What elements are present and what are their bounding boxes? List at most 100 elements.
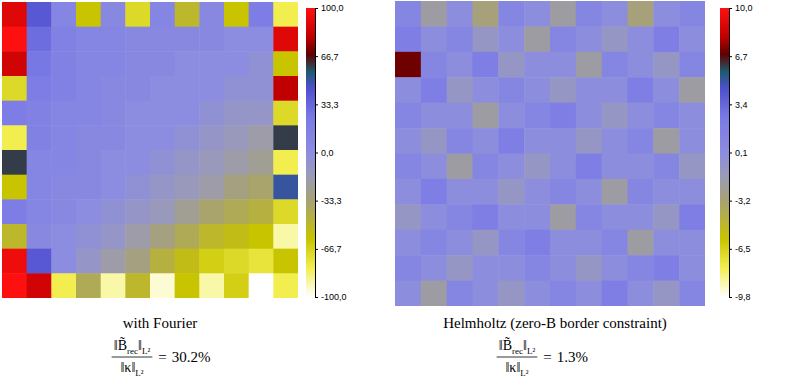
cell [421,103,447,129]
cell [628,281,654,306]
cell [395,77,421,103]
cell [224,150,249,175]
cell [679,1,705,27]
cell [2,273,27,298]
cell [27,2,52,27]
cell [51,2,76,27]
cell [679,179,705,205]
cell [27,199,52,224]
cell [273,224,298,249]
cell [150,101,175,126]
cell [473,26,499,52]
cell [447,179,473,205]
cell [524,128,550,154]
caption: with Fourier [123,315,198,331]
cell [199,150,224,175]
cell [76,27,101,52]
colorbar-tick: 6,7 [729,52,748,62]
cell [421,128,447,154]
cell [76,2,101,27]
colorbar-tick-label: -6,5 [735,244,751,254]
cell [125,273,150,298]
cell [498,1,524,27]
cell [150,273,175,298]
cell [498,255,524,281]
cell [101,76,126,101]
cell [101,101,126,126]
cell [602,103,628,129]
formula-text: ‖B̃rec‖L² [499,337,536,356]
cell [27,150,52,175]
formula-subscript: rec [127,346,138,356]
formula-part: ‖B̃ [499,337,512,353]
cell [498,128,524,154]
cell [76,101,101,126]
cell [150,199,175,224]
cell [175,224,200,249]
formula-text: ‖κ‖L² [505,360,528,378]
cell [199,199,224,224]
cell [175,273,200,298]
caption: Helmholtz (zero-B border constraint) [443,315,667,332]
colorbar [720,8,729,297]
cell [447,230,473,256]
colorbar-tick: 66,7 [315,51,339,61]
cell [447,77,473,103]
cell [76,224,101,249]
cell [653,179,679,205]
cell [395,230,421,256]
cell [150,150,175,175]
colorbar-tick: 3,4 [729,100,748,110]
cell [498,230,524,256]
cell [51,175,76,200]
cell [76,51,101,76]
cell [249,150,274,175]
colorbar-tick-mark [315,249,318,250]
panel: 100,066,733,30,0-33,3-66,7-100,0with Fou… [2,2,347,378]
cell [550,281,576,306]
cell [2,125,27,150]
cell [524,77,550,103]
cell [101,175,126,200]
cell [249,2,274,27]
cell [602,281,628,306]
cell [602,154,628,180]
colorbar-tick-label: -9,8 [735,292,751,302]
cell [679,255,705,281]
colorbar-tick-mark [729,297,732,298]
cell [550,179,576,205]
cell [498,281,524,306]
cell [395,128,421,154]
cell [125,249,150,274]
cell [576,128,602,154]
ratio-label: 1.3% [557,349,588,365]
cell [76,199,101,224]
formula-text: ‖κ‖L² [120,360,143,378]
cell [27,125,52,150]
colorbar-tick-mark [729,201,732,202]
cell [199,27,224,52]
cell [473,204,499,230]
cell [51,249,76,274]
colorbar-tick: 10,0 [729,3,753,13]
cell [628,204,654,230]
figure: 100,066,733,30,0-33,3-66,7-100,0with Fou… [0,0,797,390]
cell [249,249,274,274]
cell [2,199,27,224]
cell [421,230,447,256]
cell [249,125,274,150]
colorbar-axis: 10,06,73,40,1-3,2-6,5-9,8 [729,3,753,302]
cell [27,51,52,76]
cell [2,224,27,249]
colorbar-tick-label: 0,1 [735,148,748,158]
colorbar-tick: 33,3 [315,100,339,110]
cell [395,204,421,230]
cell [199,224,224,249]
cell [447,255,473,281]
cell [524,179,550,205]
cell [498,179,524,205]
cell [473,230,499,256]
cell [524,103,550,129]
cell [51,273,76,298]
cell [653,255,679,281]
